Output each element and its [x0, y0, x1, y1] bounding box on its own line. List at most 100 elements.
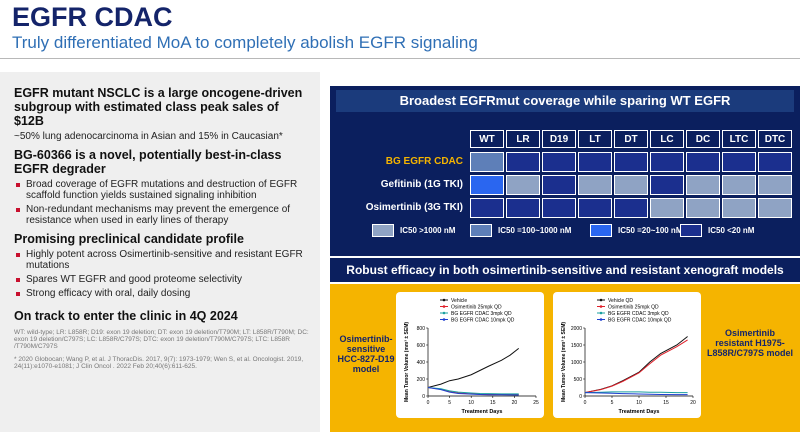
series-line	[584, 391, 688, 394]
x-tick-label: 10	[636, 400, 642, 406]
heatmap-cell	[758, 198, 792, 218]
y-tick-label: 0	[422, 394, 425, 400]
heatmap-cell	[506, 175, 540, 195]
bullet: Broad coverage of EGFR mutations and des…	[16, 179, 310, 201]
y-tick-label: 500	[574, 377, 583, 383]
x-tick-label: 20	[690, 400, 696, 406]
legend-swatch	[372, 224, 394, 237]
legend-label: Vehicle	[451, 298, 467, 304]
model-label: Osimertinib resistant H1975-L858R/C797S …	[706, 328, 794, 358]
x-tick-label: 5	[611, 400, 614, 406]
subtitle: Truly differentiated MoA to completely a…	[12, 33, 478, 52]
heading: EGFR mutant NSCLC is a large oncogene-dr…	[14, 86, 303, 128]
x-tick-label: 25	[533, 400, 539, 406]
row-label: BG EGFR CDAC	[385, 156, 463, 167]
legend-label: IC50 =100~1000 nM	[498, 226, 572, 235]
x-tick-label: 10	[468, 400, 474, 406]
heatmap-cell	[686, 175, 720, 195]
column-header: DT	[614, 130, 648, 148]
legend-item: IC50 <20 nM	[680, 224, 754, 237]
legend-marker	[599, 305, 603, 308]
row-label: Gefitinib (1G TKI)	[380, 179, 463, 190]
heatmap-cell	[578, 198, 612, 218]
footnote: * 2020 Globocan; Wang P, et al. J Thorac…	[14, 356, 304, 370]
heatmap-cell	[686, 198, 720, 218]
efficacy-title: Robust efficacy in both osimertinib-sens…	[330, 258, 800, 282]
legend-swatch	[590, 224, 612, 237]
x-tick-label: 20	[512, 400, 518, 406]
divider	[0, 58, 800, 59]
heatmap-cell	[614, 152, 648, 172]
series-line	[427, 387, 519, 395]
heatmap-cell	[506, 198, 540, 218]
legend-marker	[599, 311, 603, 315]
heading: Promising preclinical candidate profile	[14, 232, 244, 246]
series-line	[584, 336, 688, 394]
legend-label: IC50 =20~100 nM	[618, 226, 683, 235]
heatmap-cell	[650, 152, 684, 172]
x-tick-label: 5	[448, 400, 451, 406]
heatmap-title: Broadest EGFRmut coverage while sparing …	[336, 90, 794, 112]
footnote: WT: wild-type; LR: L858R; D19: exon 19 d…	[14, 329, 309, 350]
column-header: DC	[686, 130, 720, 148]
heatmap-cell	[470, 175, 504, 195]
legend-swatch	[470, 224, 492, 237]
left-panel: EGFR mutant NSCLC is a large oncogene-dr…	[0, 72, 320, 432]
bullet: Spares WT EGFR and good proteome selecti…	[16, 274, 310, 285]
bullet: Strong efficacy with oral, daily dosing	[16, 288, 310, 299]
bullet: Non-redundant mechanisms may prevent the…	[16, 204, 310, 226]
y-tick-label: 2000	[571, 326, 582, 332]
title: EGFR CDAC	[12, 2, 173, 32]
bullet-list: Broad coverage of EGFR mutations and des…	[14, 179, 310, 226]
text: ~50% lung adenocarcinoma in Asian and 15…	[14, 131, 283, 142]
legend-label: BG EGFR CDAC 3mpk QD	[608, 311, 669, 317]
heatmap-cell	[470, 152, 504, 172]
y-axis-label: Mean Tumor Volume (mm³ ± SEM)	[561, 322, 567, 402]
legend-label: Osimertinib 25mpk QD	[451, 304, 502, 310]
heatmap-cell	[470, 198, 504, 218]
x-tick-label: 15	[663, 400, 669, 406]
heatmap-cell	[542, 175, 576, 195]
legend-item: IC50 =20~100 nM	[590, 224, 682, 237]
column-header: WT	[470, 130, 504, 148]
y-tick-label: 0	[579, 394, 582, 400]
y-tick-label: 200	[417, 377, 426, 383]
column-header: D19	[542, 130, 576, 148]
heatmap-cell	[542, 198, 576, 218]
x-tick-label: 15	[490, 400, 496, 406]
heatmap-cell	[542, 152, 576, 172]
column-header: LR	[506, 130, 540, 148]
heading: BG-60366 is a novel, potentially best-in…	[14, 148, 282, 176]
series-line	[427, 348, 520, 388]
legend-label: BG EGFR CDAC 3mpk QD	[451, 311, 512, 317]
x-tick-label: 0	[427, 400, 430, 406]
heatmap-cell	[650, 175, 684, 195]
column-header: DTC	[758, 130, 792, 148]
bullet-list: Highly potent across Osimertinib-sensiti…	[14, 249, 310, 299]
y-tick-label: 600	[417, 343, 426, 349]
series-line	[584, 339, 688, 394]
column-header: LC	[650, 130, 684, 148]
legend-marker	[599, 298, 603, 302]
y-tick-label: 1500	[571, 343, 582, 349]
legend-marker	[442, 318, 446, 321]
y-tick-label: 1000	[571, 360, 582, 366]
legend-label: Vehicle QD	[608, 298, 633, 304]
legend-label: IC50 <20 nM	[708, 226, 755, 235]
y-axis-label: Mean Tumor Volume (mm³ ± SEM)	[404, 322, 410, 402]
heatmap-cell	[758, 175, 792, 195]
model-label: Osimertinib-sensitive HCC-827-D19 model	[337, 334, 395, 374]
row-label: Osimertinib (3G TKI)	[365, 202, 463, 213]
legend-swatch	[680, 224, 702, 237]
heatmap-cell	[758, 152, 792, 172]
column-header: LTC	[722, 130, 756, 148]
legend-label: BG EGFR CDAC 10mpk QD	[451, 317, 515, 323]
series-line	[584, 392, 688, 396]
heatmap-cell	[614, 175, 648, 195]
x-tick-label: 0	[584, 400, 587, 406]
legend-marker	[442, 311, 446, 315]
legend-label: Osimertinib 25mpk QD	[608, 304, 659, 310]
line-chart: 0 500 1000 1500 2000 0 5 10 15 20 Treatment Days Me…	[553, 292, 701, 418]
x-axis-label: Treatment Days	[462, 409, 503, 415]
